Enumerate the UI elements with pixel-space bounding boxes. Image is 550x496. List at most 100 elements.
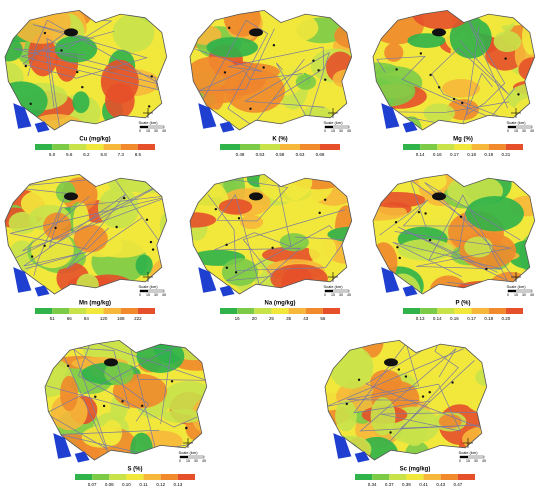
legend-title: Mg (%) xyxy=(453,137,473,143)
border xyxy=(44,339,208,461)
legend-title: Cu (mg/kg) xyxy=(79,137,110,143)
city xyxy=(104,358,118,367)
scale-bar xyxy=(508,290,516,292)
border xyxy=(4,9,168,131)
map-zone xyxy=(100,59,139,104)
city xyxy=(384,358,398,367)
map-zone xyxy=(462,425,487,453)
scale-label: 15 xyxy=(146,293,150,297)
town xyxy=(312,59,315,62)
map: Scale (km) 0 15 30 45 xyxy=(4,173,168,297)
town xyxy=(151,248,155,251)
scale-bar xyxy=(460,456,468,458)
map-zone xyxy=(462,375,487,414)
map: Scale (km) 0 15 30 45 xyxy=(372,173,536,297)
river xyxy=(21,30,158,109)
legend-label: 0.16 xyxy=(433,152,442,157)
scale-bar xyxy=(140,290,148,292)
scale-label: 0 xyxy=(139,293,141,297)
legend-title: S (%) xyxy=(128,467,143,473)
lake xyxy=(219,285,235,297)
legend-label: 0.34 xyxy=(368,482,377,487)
lake xyxy=(402,285,418,297)
scale-label: 30 xyxy=(522,129,526,133)
map-zone xyxy=(475,368,487,387)
town xyxy=(123,196,126,200)
legend-label: 0.12 xyxy=(156,482,165,487)
map-zone xyxy=(225,68,285,113)
lake xyxy=(198,103,217,129)
scale-bar xyxy=(140,126,148,128)
scale-label: 15 xyxy=(514,129,518,133)
town xyxy=(452,97,456,101)
legend-swatch xyxy=(52,308,70,314)
map-zone xyxy=(418,174,447,192)
town xyxy=(437,86,441,89)
scale-label: 30 xyxy=(154,293,158,297)
legend-label: 5.6 xyxy=(66,152,73,157)
legend-swatch xyxy=(322,308,340,314)
map-zone xyxy=(328,345,374,389)
legend-label: 43 xyxy=(303,316,309,321)
map-zone xyxy=(360,340,384,358)
legend-title: Sc (mg/kg) xyxy=(400,467,431,473)
river xyxy=(392,231,512,277)
map-zone xyxy=(407,33,446,48)
map-zone xyxy=(221,258,259,286)
legend-label: 56 xyxy=(320,316,326,321)
town xyxy=(345,402,349,406)
legend-swatch xyxy=(440,474,458,480)
legend-swatch xyxy=(437,308,455,314)
legend-label: 0.14 xyxy=(433,316,442,321)
town xyxy=(419,52,423,55)
legend-label: 0.18 xyxy=(484,316,493,321)
town xyxy=(389,431,392,434)
map-zone xyxy=(156,117,167,130)
town xyxy=(76,70,79,74)
legend-swatch xyxy=(454,144,472,150)
legend-title: P (%) xyxy=(456,301,471,307)
lake xyxy=(219,121,235,133)
scale-label: 30 xyxy=(339,293,343,297)
legend-label: 222 xyxy=(134,316,142,321)
legend-swatch xyxy=(103,144,121,150)
legend-swatch xyxy=(52,144,70,150)
legend-swatch xyxy=(471,144,489,150)
legend-label: 0.41 xyxy=(419,482,428,487)
border xyxy=(324,339,488,461)
legend-label: 0.63 xyxy=(296,152,305,157)
map-zone xyxy=(335,399,357,432)
legend-swatch xyxy=(35,308,53,314)
town xyxy=(424,212,427,215)
town xyxy=(102,404,106,408)
map: Scale (km) 0 15 30 45 xyxy=(4,9,168,133)
map-zone xyxy=(279,233,309,252)
town xyxy=(451,381,454,384)
scale-label: 15 xyxy=(331,129,335,133)
map-zone xyxy=(373,62,398,75)
town xyxy=(115,225,118,229)
town xyxy=(81,85,84,89)
scale-label: 45 xyxy=(482,459,486,463)
map-zone xyxy=(478,340,487,361)
legend-label: 25 xyxy=(269,316,275,321)
legend-swatch xyxy=(160,474,178,480)
legend-label: 0.48 xyxy=(236,152,245,157)
town xyxy=(397,368,401,371)
legend-label: 0.17 xyxy=(467,316,476,321)
legend-label: 35 xyxy=(286,316,292,321)
lake xyxy=(354,451,370,463)
town xyxy=(66,364,70,368)
scale-label: 0 xyxy=(324,293,326,297)
town xyxy=(357,378,361,382)
legend-swatch xyxy=(177,474,195,480)
town xyxy=(417,210,421,214)
scale-label: 30 xyxy=(339,129,343,133)
map-zone xyxy=(475,10,524,27)
legend-swatch xyxy=(471,308,489,314)
river xyxy=(464,12,509,116)
legend-label: 168 xyxy=(117,316,125,321)
legend-label: 0.08 xyxy=(105,482,114,487)
town xyxy=(121,400,124,403)
town xyxy=(149,240,153,244)
